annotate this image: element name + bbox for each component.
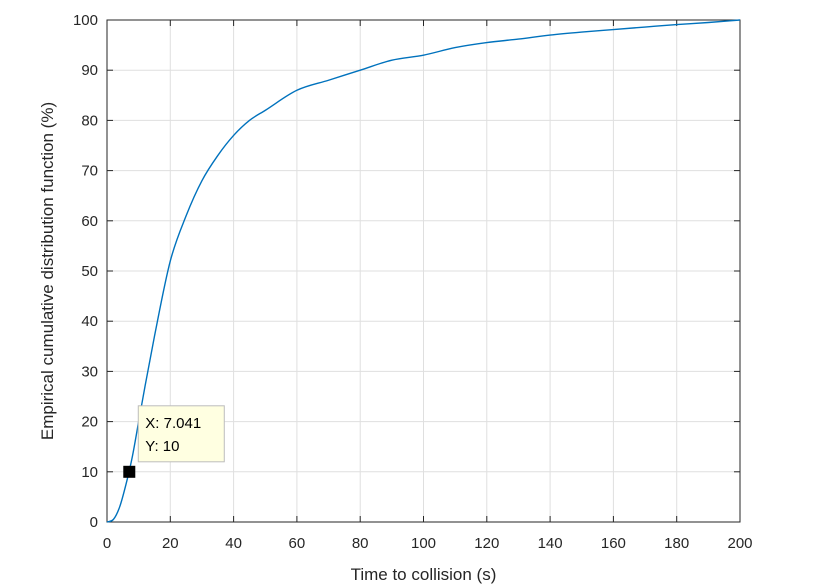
y-tick-label: 70 (81, 163, 98, 180)
y-tick-label: 10 (81, 464, 98, 481)
x-axis-label: Time to collision (s) (351, 565, 497, 584)
x-tick-label: 160 (601, 535, 626, 552)
y-tick-label: 60 (81, 213, 98, 230)
x-tick-label: 0 (103, 535, 111, 552)
y-tick-label: 20 (81, 414, 98, 431)
y-tick-label: 0 (90, 514, 98, 531)
datatip-box (137, 405, 225, 463)
y-axis-label: Empirical cumulative distribution functi… (38, 102, 57, 440)
x-tick-label: 20 (162, 535, 179, 552)
axis-ticks: 0 20 40 60 80 100 120 140 160 180 200 0 10 20 30 40 50 60… (73, 12, 753, 552)
datatip-x-label: X: 7.041 (145, 415, 201, 432)
datatip-marker (123, 465, 136, 478)
y-tick-label: 40 (81, 313, 98, 330)
x-tick-label: 180 (664, 535, 689, 552)
x-tick-label: 60 (289, 535, 306, 552)
datatip-y-label: Y: 10 (145, 438, 179, 455)
y-tick-label: 80 (81, 112, 98, 129)
x-tick-label: 120 (474, 535, 499, 552)
data-tip[interactable]: X: 7.041 Y: 10 (123, 405, 225, 478)
x-tick-label: 80 (352, 535, 369, 552)
x-tick-label: 140 (538, 535, 563, 552)
y-tick-label: 50 (81, 263, 98, 280)
x-tick-label: 100 (411, 535, 436, 552)
x-tick-label: 40 (225, 535, 242, 552)
y-tick-label: 30 (81, 363, 98, 380)
y-tick-label: 90 (81, 62, 98, 79)
x-tick-label: 200 (727, 535, 752, 552)
y-tick-label: 100 (73, 12, 98, 29)
